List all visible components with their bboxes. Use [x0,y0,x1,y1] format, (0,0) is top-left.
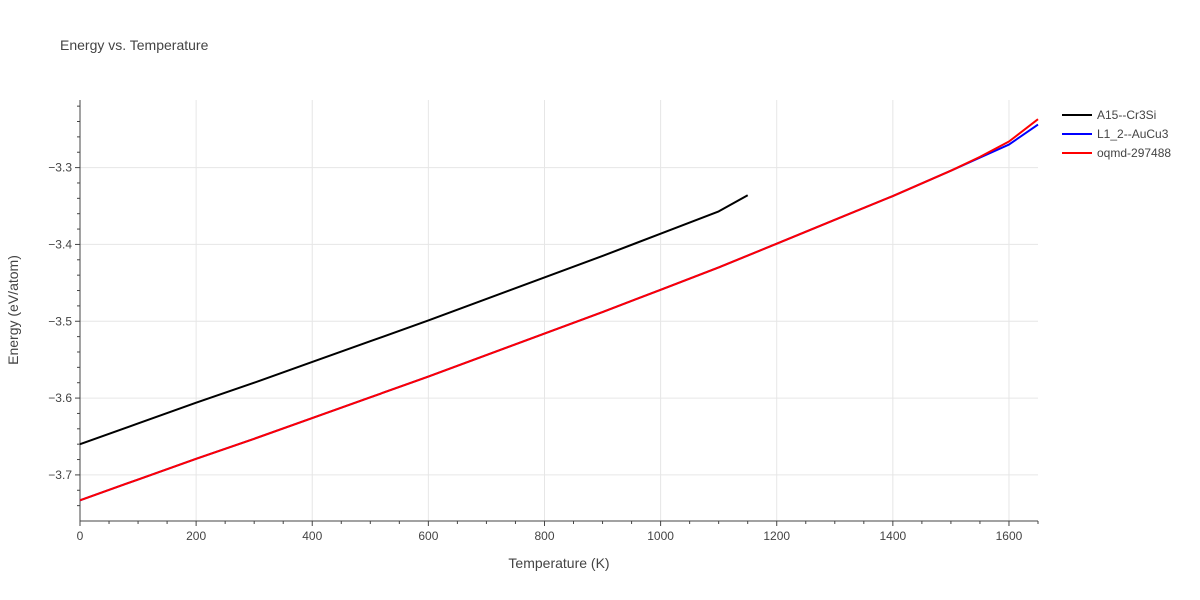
x-tick-label: 0 [77,529,84,543]
series-lines [79,118,1039,502]
x-tick-label: 1200 [763,529,790,543]
x-tick-label: 400 [302,529,322,543]
y-tick-label: −3.7 [48,468,72,482]
x-tick-label: 1600 [996,529,1023,543]
legend[interactable]: A15--Cr3Si L1_2--AuCu3 oqmd-297488 [1062,108,1171,160]
series-line-l1-2-aucu3 [79,123,1039,502]
series-line-a15-cr3si [79,194,749,446]
x-tick-label: 600 [418,529,438,543]
y-axis-title: Energy (eV/atom) [5,255,21,365]
y-tick-label: −3.4 [48,237,72,251]
axes: 0 200 400 600 800 1000 1200 1400 1600 −3.7 −3.6 −3.… [48,100,1039,543]
x-tick-label: 1000 [647,529,674,543]
legend-label: L1_2--AuCu3 [1097,127,1169,141]
legend-item[interactable]: oqmd-297488 [1062,146,1171,160]
y-tick-label: −3.3 [48,161,72,175]
legend-label: A15--Cr3Si [1097,108,1156,122]
series-line-oqmd-297488 [79,118,1039,502]
chart-title: Energy vs. Temperature [60,37,209,53]
legend-item[interactable]: L1_2--AuCu3 [1062,127,1169,141]
x-axis-title: Temperature (K) [508,555,609,571]
legend-item[interactable]: A15--Cr3Si [1062,108,1156,122]
y-tick-label: −3.6 [48,391,72,405]
x-tick-label: 200 [186,529,206,543]
legend-label: oqmd-297488 [1097,146,1171,160]
x-tick-label: 1400 [879,529,906,543]
y-tick-label: −3.5 [48,314,72,328]
x-tick-label: 800 [534,529,554,543]
grid [80,100,1038,521]
